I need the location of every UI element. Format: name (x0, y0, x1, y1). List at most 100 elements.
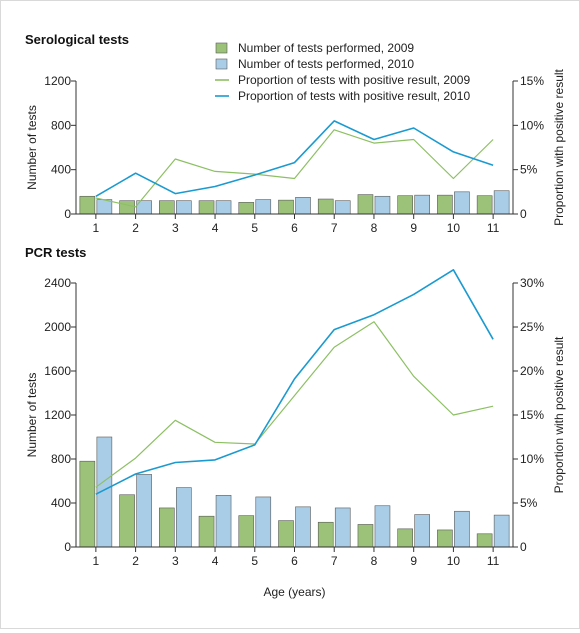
bar-2010-age-7 (335, 201, 350, 214)
y-axis-title-left: Number of tests (25, 373, 39, 458)
bar-2009-age-3 (159, 201, 174, 214)
bar-2010-age-10 (454, 192, 469, 214)
bar-2009-age-4 (199, 516, 214, 547)
bar-2009-age-7 (318, 199, 333, 214)
line-2010-proportion (96, 270, 493, 494)
bar-2010-age-7 (335, 508, 350, 547)
x-tick-label: 10 (447, 554, 461, 568)
y-tick-label-left: 400 (51, 496, 71, 510)
x-tick-label: 7 (331, 554, 338, 568)
bar-2009-age-6 (279, 200, 294, 214)
y-tick-label-left: 1200 (44, 74, 71, 88)
x-tick-label: 8 (371, 221, 378, 235)
bar-2010-age-8 (375, 196, 390, 214)
bar-2010-age-11 (494, 191, 509, 214)
x-tick-label: 1 (93, 221, 100, 235)
legend: Number of tests performed, 2009 Number of… (215, 41, 470, 103)
bar-2009-age-5 (239, 516, 254, 547)
bar-2010-age-11 (494, 515, 509, 547)
x-tick-label: 2 (132, 221, 139, 235)
x-tick-label: 9 (410, 221, 417, 235)
y-tick-label-left: 2000 (44, 320, 71, 334)
y-tick-label-right: 15% (520, 408, 544, 422)
bar-2010-age-4 (216, 495, 231, 547)
bar-2010-age-6 (296, 197, 311, 214)
y-tick-label-left: 1200 (44, 408, 71, 422)
line-2009-proportion (96, 322, 493, 488)
legend-label: Proportion of tests with positive result… (238, 73, 470, 87)
bar-2010-age-6 (296, 507, 311, 547)
bar-2010-age-10 (454, 511, 469, 547)
y-axis-title-right: Proportion with positive result (552, 68, 566, 225)
y-tick-label-right: 25% (520, 320, 544, 334)
legend-swatch-bar-2009 (216, 43, 227, 53)
x-tick-label: 3 (172, 554, 179, 568)
bar-2010-age-3 (176, 488, 191, 547)
line-2009-proportion (96, 130, 493, 207)
y-tick-label-left: 0 (64, 207, 71, 221)
bar-2010-age-5 (256, 200, 271, 214)
bar-2010-age-9 (415, 515, 430, 547)
y-tick-label-left: 400 (51, 163, 71, 177)
bar-2009-age-6 (279, 521, 294, 547)
y-tick-label-right: 0 (520, 540, 527, 554)
bar-2010-age-2 (137, 474, 152, 547)
y-axis-title-left: Number of tests (25, 105, 39, 190)
bar-2009-age-4 (199, 201, 214, 214)
bar-2009-age-1 (80, 461, 95, 547)
x-tick-label: 6 (291, 221, 298, 235)
bar-2010-age-9 (415, 195, 430, 214)
x-tick-label: 11 (487, 554, 500, 568)
bar-2009-age-1 (80, 196, 95, 214)
y-tick-label-right: 10% (520, 452, 544, 466)
y-tick-label-right: 5% (520, 496, 538, 510)
y-tick-label-right: 30% (520, 276, 544, 290)
bar-2010-age-5 (256, 497, 271, 547)
x-tick-label: 5 (251, 554, 258, 568)
x-tick-label: 9 (410, 554, 417, 568)
bar-2010-age-3 (176, 201, 191, 214)
y-tick-label-left: 0 (64, 540, 71, 554)
legend-label: Number of tests performed, 2009 (238, 41, 414, 55)
x-tick-label: 10 (447, 221, 461, 235)
y-tick-label-left: 800 (51, 452, 71, 466)
bar-2009-age-3 (159, 508, 174, 547)
y-tick-label-left: 2400 (44, 276, 71, 290)
x-tick-label: 6 (291, 554, 298, 568)
bar-2009-age-2 (120, 201, 135, 214)
bar-2009-age-7 (318, 522, 333, 547)
y-tick-label-left: 800 (51, 118, 71, 132)
bar-2010-age-4 (216, 201, 231, 214)
bar-2009-age-9 (398, 529, 413, 547)
y-tick-label-right: 15% (520, 74, 544, 88)
bar-2009-age-11 (477, 196, 492, 214)
chart-title: PCR tests (25, 245, 86, 260)
bar-2009-age-10 (437, 195, 452, 214)
y-tick-label-right: 0 (520, 207, 527, 221)
chart-panel-2: PCR tests0400800120016002000240005%10%15… (25, 245, 566, 599)
x-tick-label: 11 (487, 221, 500, 235)
y-tick-label-left: 1600 (44, 364, 71, 378)
y-axis-title-right: Proportion with positive result (552, 336, 566, 493)
x-tick-label: 5 (251, 221, 258, 235)
y-tick-label-right: 20% (520, 364, 544, 378)
bar-2009-age-10 (437, 530, 452, 547)
y-tick-label-right: 5% (520, 163, 538, 177)
x-axis-title: Age (years) (263, 585, 325, 599)
x-tick-label: 4 (212, 221, 219, 235)
bar-2009-age-9 (398, 196, 413, 214)
x-tick-label: 3 (172, 221, 179, 235)
chart-title: Serological tests (25, 32, 129, 47)
x-tick-label: 4 (212, 554, 219, 568)
y-tick-label-right: 10% (520, 118, 544, 132)
x-tick-label: 1 (93, 554, 100, 568)
x-tick-label: 2 (132, 554, 139, 568)
bar-2009-age-2 (120, 495, 135, 547)
legend-label: Number of tests performed, 2010 (238, 57, 414, 71)
legend-label: Proportion of tests with positive result… (238, 89, 470, 103)
x-tick-label: 8 (371, 554, 378, 568)
bar-2009-age-11 (477, 534, 492, 547)
legend-swatch-bar-2010 (216, 59, 227, 69)
